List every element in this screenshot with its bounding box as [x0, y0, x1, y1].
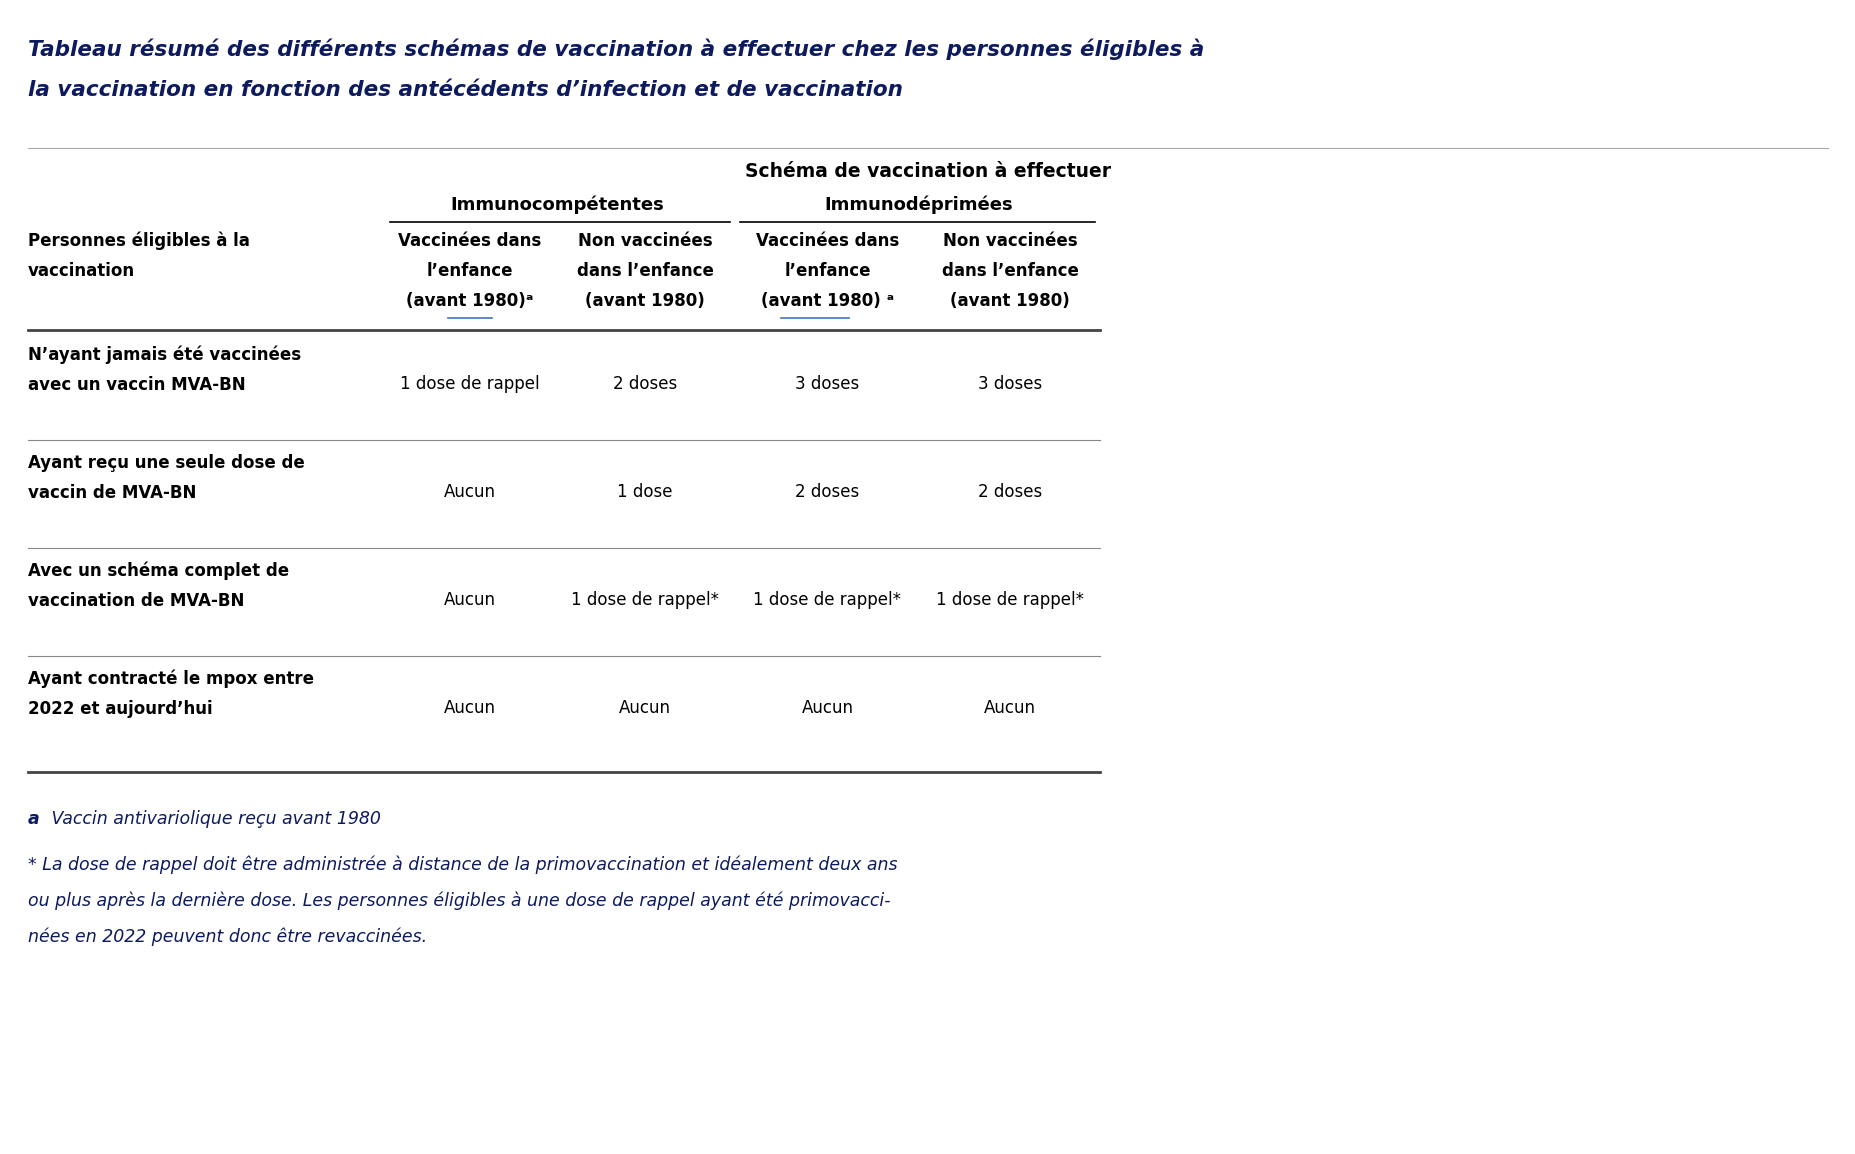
Text: Immunocompétentes: Immunocompétentes [451, 195, 664, 213]
Text: vaccination: vaccination [28, 262, 135, 280]
Text: Aucun: Aucun [443, 591, 495, 609]
Text: Non vaccinées: Non vaccinées [577, 232, 712, 250]
Text: Aucun: Aucun [801, 699, 853, 717]
Text: Tableau résumé des différents schémas de vaccination à effectuer chez les person: Tableau résumé des différents schémas de… [28, 38, 1204, 60]
Text: ou plus après la dernière dose. Les personnes éligibles à une dose de rappel aya: ou plus après la dernière dose. Les pers… [28, 892, 890, 911]
Text: (avant 1980): (avant 1980) [584, 292, 705, 310]
Text: Immunodéprimées: Immunodéprimées [824, 195, 1013, 213]
Text: (avant 1980): (avant 1980) [950, 292, 1068, 310]
Text: a: a [28, 810, 39, 829]
Text: (avant 1980) ᵃ: (avant 1980) ᵃ [761, 292, 894, 310]
Text: dans l’enfance: dans l’enfance [577, 262, 712, 280]
Text: l’enfance: l’enfance [785, 262, 870, 280]
Text: 2022 et aujourd’hui: 2022 et aujourd’hui [28, 700, 213, 718]
Text: la vaccination en fonction des antécédents d’infection et de vaccination: la vaccination en fonction des antécéden… [28, 80, 902, 100]
Text: vaccin de MVA-BN: vaccin de MVA-BN [28, 484, 197, 502]
Text: Non vaccinées: Non vaccinées [942, 232, 1076, 250]
Text: Ayant contracté le mpox entre: Ayant contracté le mpox entre [28, 670, 313, 689]
Text: 3 doses: 3 doses [978, 375, 1041, 394]
Text: 1 dose: 1 dose [618, 484, 672, 501]
Text: vaccination de MVA-BN: vaccination de MVA-BN [28, 592, 245, 610]
Text: Avec un schéma complet de: Avec un schéma complet de [28, 562, 289, 580]
Text: l’enfance: l’enfance [427, 262, 514, 280]
Text: 2 doses: 2 doses [612, 375, 677, 394]
Text: avec un vaccin MVA-BN: avec un vaccin MVA-BN [28, 376, 245, 394]
Text: 2 doses: 2 doses [978, 484, 1041, 501]
Text: Schéma de vaccination à effectuer: Schéma de vaccination à effectuer [744, 162, 1111, 181]
Text: Personnes éligibles à la: Personnes éligibles à la [28, 232, 250, 250]
Text: N’ayant jamais été vaccinées: N’ayant jamais été vaccinées [28, 346, 301, 365]
Text: Vaccinées dans: Vaccinées dans [755, 232, 898, 250]
Text: Aucun: Aucun [443, 699, 495, 717]
Text: 1 dose de rappel*: 1 dose de rappel* [571, 591, 718, 609]
Text: Aucun: Aucun [443, 484, 495, 501]
Text: 1 dose de rappel*: 1 dose de rappel* [753, 591, 902, 609]
Text: Aucun: Aucun [983, 699, 1035, 717]
Text: (avant 1980)ᵃ: (avant 1980)ᵃ [406, 292, 534, 310]
Text: 2 doses: 2 doses [796, 484, 859, 501]
Text: 3 doses: 3 doses [796, 375, 859, 394]
Text: 1 dose de rappel*: 1 dose de rappel* [935, 591, 1083, 609]
Text: * La dose de rappel doit être administrée à distance de la primovaccination et i: * La dose de rappel doit être administré… [28, 856, 898, 875]
Text: Aucun: Aucun [620, 699, 672, 717]
Text: dans l’enfance: dans l’enfance [940, 262, 1078, 280]
Text: nées en 2022 peuvent donc être revaccinées.: nées en 2022 peuvent donc être revacciné… [28, 928, 427, 946]
Text: 1 dose de rappel: 1 dose de rappel [401, 375, 540, 394]
Text: Vaccinées dans: Vaccinées dans [399, 232, 542, 250]
Text: Ayant reçu une seule dose de: Ayant reçu une seule dose de [28, 454, 304, 472]
Text: Vaccin antivariolique reçu avant 1980: Vaccin antivariolique reçu avant 1980 [46, 810, 380, 829]
